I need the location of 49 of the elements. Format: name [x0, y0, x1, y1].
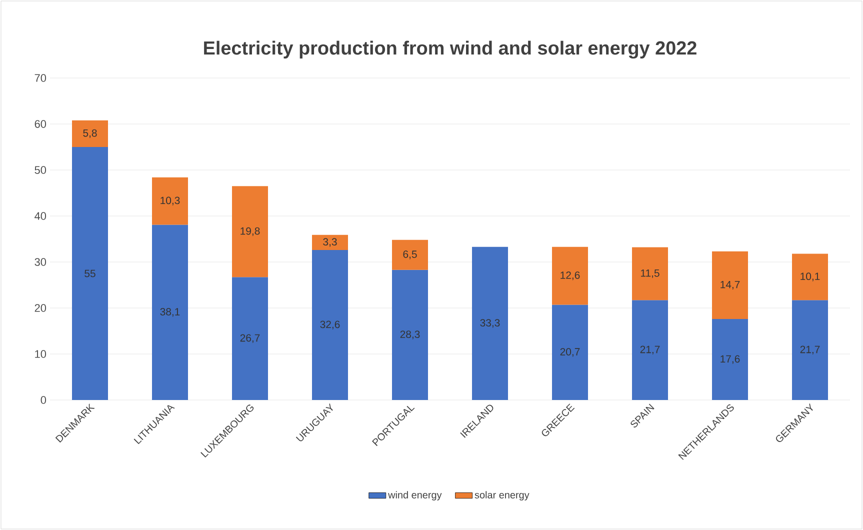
bar — [632, 247, 668, 300]
bar — [152, 224, 188, 400]
data-label: 3,3 — [323, 238, 337, 247]
chart-title: Electricity production from wind and solar energy 2022 — [204, 40, 696, 59]
bar — [392, 270, 428, 400]
y-tick-label: 70 — [34, 74, 46, 82]
data-label: 20,7 — [560, 348, 580, 357]
bar — [712, 319, 748, 400]
y-tick-label: 10 — [35, 350, 46, 358]
data-label: 11,5 — [641, 269, 660, 278]
data-label: 38,1 — [160, 308, 180, 317]
bar — [792, 254, 828, 300]
bar — [312, 250, 348, 400]
data-label: 10,1 — [800, 272, 820, 282]
data-label: 21,7 — [800, 346, 820, 354]
bar — [792, 300, 828, 400]
bar — [552, 246, 588, 305]
bar — [552, 304, 588, 400]
bar — [712, 251, 748, 320]
data-label: 33,3 — [480, 319, 500, 328]
bar — [632, 300, 668, 400]
bar — [232, 277, 268, 400]
y-tick-label: 60 — [34, 120, 46, 128]
data-label: 19,8 — [240, 227, 260, 236]
legend-label: wind energy — [388, 491, 442, 500]
y-tick-label: 30 — [34, 258, 46, 266]
legend-label: solar energy — [474, 491, 530, 500]
y-tick-label: 40 — [34, 212, 46, 220]
data-label: 14,7 — [720, 280, 740, 290]
bar — [312, 234, 348, 250]
bar — [392, 240, 428, 270]
y-tick-label: 20 — [34, 304, 46, 312]
y-tick-label: 50 — [34, 166, 46, 174]
data-label: 10,3 — [160, 196, 180, 206]
data-label: 55 — [84, 270, 96, 278]
data-label: 26,7 — [240, 334, 260, 343]
data-label: 28,3 — [400, 330, 420, 340]
y-tick-label: 0 — [40, 396, 46, 404]
data-label: 32,6 — [320, 320, 340, 330]
data-label: 17,6 — [720, 355, 740, 364]
bar — [232, 186, 268, 278]
data-label: 6,5 — [403, 250, 417, 260]
data-label: 12,6 — [560, 271, 580, 280]
data-label: 5,8 — [83, 129, 97, 138]
data-label: 21,7 — [640, 346, 660, 354]
bar — [72, 147, 108, 400]
bar — [72, 120, 108, 147]
bar — [472, 246, 508, 400]
bar — [152, 177, 188, 225]
